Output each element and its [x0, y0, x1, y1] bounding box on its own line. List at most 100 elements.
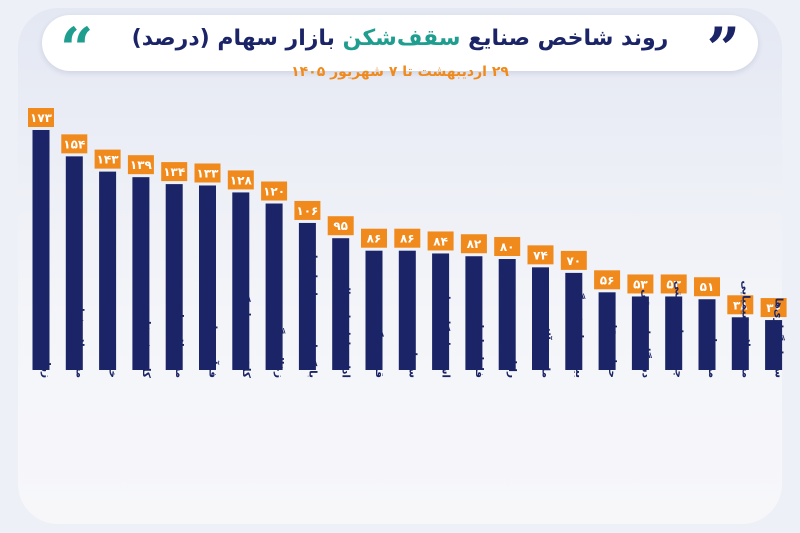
value-label-box: [261, 181, 288, 201]
category-label: استخراج کانه فلزی: [440, 280, 452, 378]
value-label-box: [494, 237, 521, 257]
category-label: رایانه: [506, 350, 518, 378]
category-label: خرده فروشی: [107, 308, 119, 378]
value-label: ۱۴۳: [97, 153, 120, 167]
value-label: ۵۶: [600, 273, 615, 287]
bar: [465, 256, 483, 370]
category-label: کاشی و سرامیک: [240, 291, 252, 379]
value-label: ۸۶: [400, 232, 415, 246]
category-label: اداره بازارهای مالی: [340, 276, 352, 378]
value-label-box: [327, 216, 354, 236]
bar: [132, 177, 150, 370]
category-label: زراعت: [40, 344, 52, 378]
value-label-box: [61, 134, 88, 154]
bar: [199, 185, 216, 370]
value-label: ۸۴: [433, 234, 448, 248]
value-label: ۸۲: [467, 237, 482, 251]
value-label-box: [194, 163, 221, 183]
category-label: ماشین آلات: [540, 318, 553, 378]
bar: [32, 130, 50, 370]
value-label: ۱۲۸: [230, 173, 253, 187]
value-label: ۵۳: [666, 277, 681, 291]
bar: [731, 317, 749, 370]
value-label-box: [427, 231, 454, 251]
chart-subtitle: ۲۹ اردیبهشت تا ۷ شهریور ۱۴۰۵: [291, 64, 509, 80]
value-label: ۱۵۴: [63, 137, 85, 151]
value-label: ۳۶: [766, 301, 781, 315]
value-label: ۱۳۹: [130, 158, 153, 172]
value-label-box: [394, 228, 421, 248]
value-label-box: [760, 298, 787, 318]
value-label-box: [127, 155, 154, 175]
value-label-box: [161, 162, 188, 182]
category-label: چندرشته‌ای صنعتی: [673, 281, 685, 378]
bar: [165, 184, 183, 370]
value-label-box: [227, 170, 254, 190]
category-label: فلزات اساسی: [473, 304, 485, 378]
value-label: ۹۵: [333, 219, 348, 233]
value-label: ۷۰: [566, 254, 581, 268]
category-label: کانی غیرفلزی: [140, 304, 152, 378]
bar: [332, 238, 350, 370]
value-label: ۸۰: [500, 240, 515, 254]
value-label-box: [560, 250, 587, 270]
bar: [432, 253, 450, 370]
bar: [265, 203, 283, 370]
value-label-box: [361, 228, 387, 248]
bar: [398, 250, 416, 370]
category-label: بانک‌ها و موسسات اعتباری: [306, 239, 318, 378]
bar: [65, 156, 83, 370]
category-label: زغال سنگ: [273, 323, 286, 378]
value-label: ۱۰۶: [296, 204, 318, 218]
value-label: ۷۴: [533, 248, 548, 262]
value-label-box: [694, 277, 720, 297]
value-label-box: [727, 295, 754, 315]
category-label: محصولات فلزی: [173, 298, 185, 378]
value-label: ۱۲۰: [263, 185, 285, 199]
category-label: محصولات شیمیایی: [739, 281, 751, 378]
bar: [498, 259, 516, 370]
value-label: ۵۳: [633, 277, 648, 291]
value-label: ۵۱: [700, 280, 715, 294]
value-label-box: [594, 270, 621, 290]
bar: [565, 272, 583, 370]
category-label: فرآورده‌های نفتی: [207, 286, 220, 378]
bar: [99, 171, 117, 370]
category-label: بیمه و بازنشستگی: [573, 282, 586, 378]
title-part-2: بازار سهام (درصد): [131, 26, 343, 51]
value-label-box: [527, 245, 554, 265]
value-label: ۱۳۴: [163, 165, 185, 179]
value-label-box: [460, 234, 487, 254]
category-label: سرمایه‌گذاری‌ها: [773, 298, 786, 378]
value-label-box: [28, 108, 54, 127]
bar: [232, 192, 250, 370]
value-label-box: [627, 274, 654, 294]
value-label: ۱۳۳: [197, 166, 220, 180]
category-label: سیمان: [406, 343, 418, 378]
bar: [765, 320, 783, 370]
value-label-box: [94, 149, 121, 169]
category-label: دستگاه‌های برقی: [639, 289, 652, 378]
bar: [598, 292, 616, 370]
bar: [631, 296, 649, 370]
category-label: حمل و نقل: [606, 319, 618, 378]
quote-mark-left-icon: “: [60, 15, 94, 83]
title-part-1: روند شاخص صنایع: [460, 26, 669, 51]
bar: [698, 299, 716, 370]
title-box: [42, 15, 758, 71]
category-label: محصولات غذایی: [73, 294, 85, 378]
value-label: ۳۸: [733, 298, 748, 312]
title-highlight: سقف‌شکن: [342, 26, 461, 51]
value-label: ۸۶: [367, 232, 382, 246]
bar: [665, 296, 683, 370]
bar: [532, 267, 549, 370]
value-label-box: [660, 274, 687, 294]
quote-mark-right-icon: ”: [706, 15, 740, 83]
bar: [298, 222, 316, 370]
bar: [365, 250, 383, 370]
category-label: قند و شکر: [373, 323, 385, 378]
chart-title: روند شاخص صنایع سقف‌شکن بازار سهام (درصد…: [110, 26, 690, 51]
value-label: ۱۷۳: [30, 111, 53, 125]
value-label-box: [294, 200, 321, 220]
